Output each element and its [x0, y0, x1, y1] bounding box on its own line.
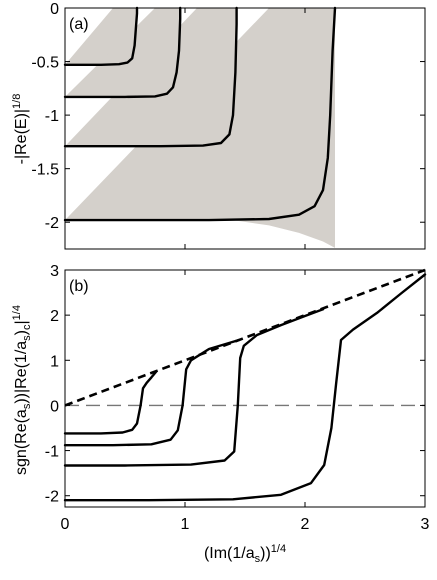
a-axes-frame — [64, 7, 426, 250]
b-ytick-label: 3 — [50, 263, 59, 280]
b-x-axis-label: (Im(1/as))1/4 — [204, 543, 286, 565]
b-ytick-label: 1 — [50, 353, 59, 370]
b-xtick-label: 1 — [181, 516, 190, 533]
a-ytick-label: -1.5 — [31, 162, 59, 179]
a-panel-label: (a) — [69, 16, 89, 33]
a-ytick-label: 0 — [50, 1, 59, 18]
b-series-lines — [63, 268, 427, 502]
b-ytick-label: 2 — [50, 308, 59, 325]
a-series-lines — [63, 6, 337, 222]
b-series-line-4 — [63, 273, 427, 502]
b-panel-label: (b) — [69, 278, 89, 295]
b-y-axis-label: sgn(Re(as))|Re(1/as)c|1/4 — [11, 305, 33, 475]
a-series-line-1 — [63, 6, 139, 66]
b-dashed-line — [64, 268, 426, 407]
a-series-line-4 — [63, 6, 337, 222]
a-series-line-2 — [63, 6, 182, 99]
b-ytick-label: -2 — [45, 489, 59, 506]
a-shaded-regions — [65, 8, 335, 248]
a-ytick-label: -1 — [45, 108, 59, 125]
a-ytick-label: -2 — [45, 215, 59, 232]
b-xtick-label: 3 — [421, 516, 430, 533]
b-axes-frame — [64, 269, 426, 508]
b-xtick-label: 2 — [301, 516, 310, 533]
b-ytick-label: 0 — [50, 398, 59, 415]
b-ytick-label: -1 — [45, 444, 59, 461]
a-ytick-label: -0.5 — [31, 55, 59, 72]
b-series-line-1 — [63, 370, 158, 435]
b-xtick-label: 0 — [61, 516, 70, 533]
a-y-axis-label: -|Re(E)|1/8 — [11, 94, 30, 165]
b-series-line-2 — [63, 338, 241, 447]
panel-a: 0 -0.5 -1 -1.5 -2 (a) -|Re(E)|1/8 — [11, 1, 426, 250]
b-series-line-3 — [63, 308, 325, 467]
a-band-4 — [65, 8, 335, 248]
a-series-line-3 — [63, 6, 238, 148]
a-ticks: 0 -0.5 -1 -1.5 -2 — [31, 1, 426, 249]
